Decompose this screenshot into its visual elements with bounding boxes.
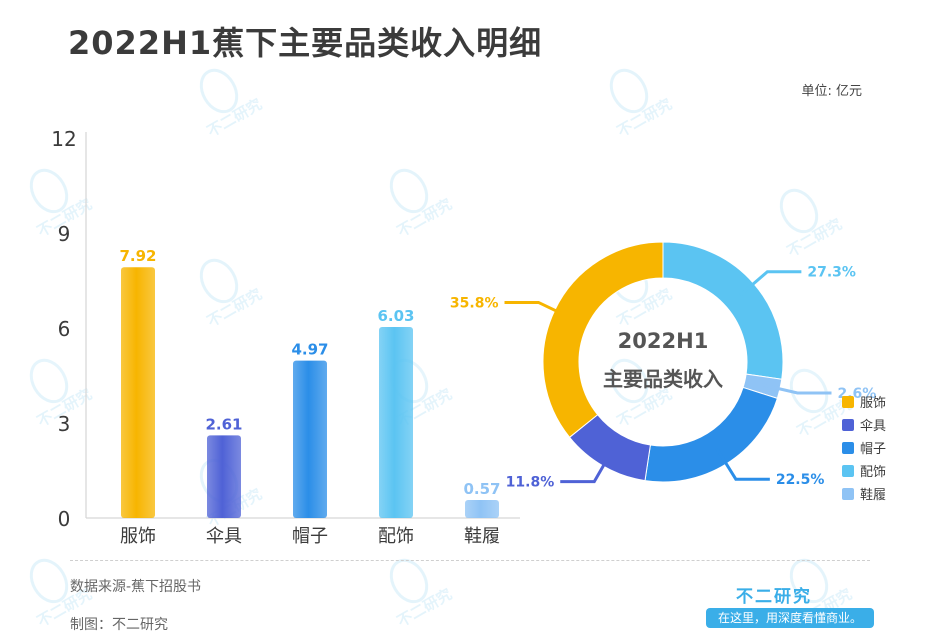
bar-value-label: 4.97 [291, 341, 328, 359]
y-tick-label: 0 [58, 507, 71, 531]
watermark-icon [789, 368, 829, 414]
watermark-icon [389, 168, 429, 214]
legend-label: 伞具 [860, 418, 886, 434]
watermark-icon [609, 68, 649, 114]
bar-value-label: 7.92 [119, 247, 156, 265]
y-tick-label: 9 [58, 222, 71, 246]
watermark-icon [609, 358, 649, 404]
legend-label: 鞋履 [860, 487, 886, 503]
donut-chart: 27.3%2.6%22.5%11.8%35.8%2022H1主要品类收入服饰伞具… [450, 241, 886, 503]
watermark-icon [789, 558, 829, 604]
bar-value-label: 0.57 [463, 480, 500, 498]
leader-line [715, 447, 770, 481]
footer-divider [70, 560, 870, 561]
bar [379, 327, 413, 518]
legend-swatch [842, 396, 854, 408]
y-tick-label: 12 [51, 127, 76, 151]
watermark-icon [199, 68, 239, 114]
legend-label: 配饰 [860, 465, 886, 480]
watermark-icon [389, 558, 429, 604]
donut-slice [542, 241, 664, 439]
bar-value-label: 2.61 [205, 415, 242, 433]
page-title: 2022H1蕉下主要品类收入明细 [68, 24, 543, 62]
percent-label: 22.5% [776, 472, 825, 488]
bar [293, 360, 327, 518]
watermark-icon [199, 258, 239, 304]
legend-label: 服饰 [860, 396, 886, 411]
data-source: 数据来源-蕉下招股书 [70, 579, 202, 595]
leader-line [762, 383, 832, 395]
percent-label: 35.8% [450, 295, 499, 311]
donut-slice [662, 241, 784, 380]
legend-swatch [842, 419, 854, 431]
brand-slogan: 在这里，用深度看懂商业。 [706, 608, 875, 628]
bar-chart: 0 3 6 9 12 7.92 服饰 2.61 伞具 4.97 帽子 6.03 配饰 0.57 鞋履 [51, 127, 520, 547]
donut-center-title: 2022H1 [618, 329, 709, 353]
watermark-icon [779, 188, 819, 234]
brand-logo: 不二研究 [736, 587, 812, 607]
watermark-icon [29, 558, 69, 604]
bar [121, 267, 155, 518]
x-tick-label: 伞具 [206, 526, 242, 547]
legend-label: 帽子 [860, 441, 886, 457]
unit-label: 单位: 亿元 [801, 84, 862, 99]
watermark-icon [29, 358, 69, 404]
bar [465, 499, 499, 518]
bar-value-label: 6.03 [377, 307, 414, 325]
donut-center-subtitle: 主要品类收入 [603, 367, 723, 391]
legend-swatch [842, 442, 854, 454]
donut-slice [644, 386, 778, 483]
x-tick-label: 鞋履 [464, 526, 500, 547]
legend-swatch [842, 465, 854, 477]
x-tick-label: 配饰 [378, 526, 414, 547]
leader-line [560, 449, 614, 484]
watermark-icon [29, 168, 69, 214]
legend-swatch [842, 488, 854, 500]
y-tick-label: 3 [58, 412, 71, 436]
chart-maker: 制图：不二研究 [70, 617, 168, 633]
y-tick-label: 6 [58, 317, 71, 341]
bar [207, 435, 241, 518]
x-tick-label: 服饰 [120, 526, 156, 547]
x-tick-label: 帽子 [292, 526, 328, 547]
percent-label: 27.3% [807, 265, 856, 281]
percent-label: 11.8% [506, 475, 555, 491]
leader-line [739, 270, 802, 297]
leader-line [504, 300, 572, 320]
